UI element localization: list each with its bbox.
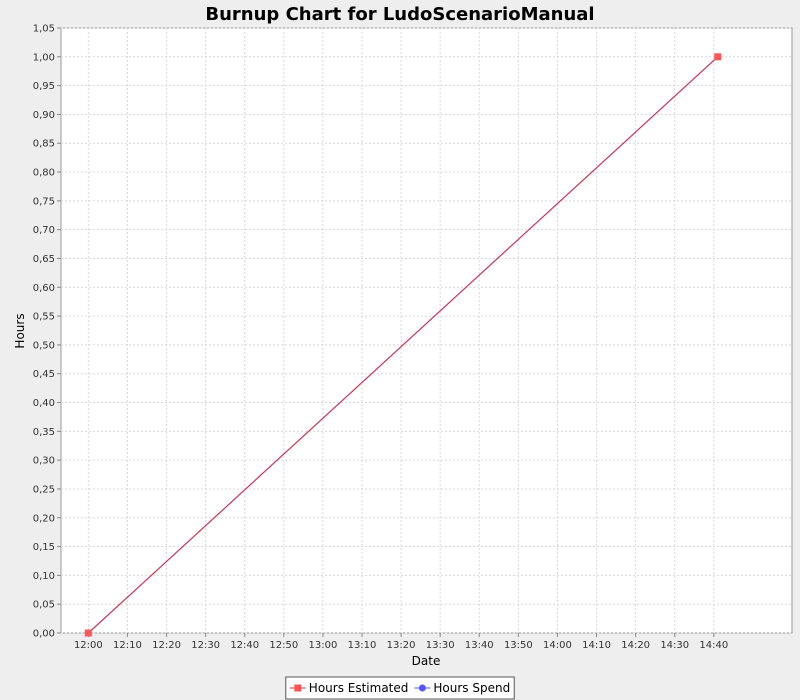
y-axis-ticks: 0,00 0,05 0,10 0,15 0,20 0,25 0,30 0,35 0,40 0,45…	[33, 24, 61, 640]
legend: Hours Estimated Hours Spend	[285, 676, 515, 700]
y-tick-label: 0,10	[33, 571, 55, 582]
data-point	[714, 53, 722, 61]
y-tick-label: 0,05	[33, 600, 55, 611]
x-tick-label: 13:00	[308, 640, 337, 651]
legend-circle-marker	[418, 684, 426, 692]
y-tick-label: 0,25	[33, 484, 55, 495]
x-tick-label: 13:20	[387, 640, 416, 651]
y-tick-label: 0,45	[33, 369, 55, 380]
y-axis-label: Hours	[13, 313, 27, 348]
x-tick-label: 13:30	[426, 640, 455, 651]
x-tick-label: 14:20	[621, 640, 650, 651]
x-tick-label: 14:30	[660, 640, 689, 651]
legend-square-marker	[294, 684, 302, 692]
y-tick-label: 1,00	[33, 52, 55, 63]
series-layer	[84, 53, 722, 637]
y-tick-label: 0,30	[33, 456, 55, 467]
legend-label: Hours Spend	[433, 681, 510, 695]
y-tick-label: 0,90	[33, 110, 55, 121]
plot-area	[60, 27, 793, 634]
y-tick-label: 0,50	[33, 340, 55, 351]
legend-item: Hours Estimated	[289, 681, 409, 695]
y-tick-label: 0,60	[33, 283, 55, 294]
grid-lines	[61, 27, 792, 634]
x-tick-label: 12:50	[269, 640, 298, 651]
x-tick-label: 14:40	[699, 640, 728, 651]
y-tick-label: 0,85	[33, 139, 55, 150]
y-tick-label: 0,15	[33, 542, 55, 553]
x-tick-label: 12:00	[74, 640, 103, 651]
x-tick-label: 12:20	[152, 640, 181, 651]
y-tick-label: 0,70	[33, 225, 55, 236]
y-tick-label: 0,95	[33, 81, 55, 92]
y-tick-label: 0,75	[33, 196, 55, 207]
x-axis-ticks: 12:00 12:10 12:20 12:30 12:40 12:50 13:00 13:10…	[74, 633, 728, 651]
series-line-0	[87, 56, 719, 634]
x-tick-label: 13:10	[348, 640, 377, 651]
y-tick-label: 0,40	[33, 398, 55, 409]
x-tick-label: 14:00	[543, 640, 572, 651]
x-tick-label: 14:10	[582, 640, 611, 651]
x-axis-label: Date	[412, 654, 441, 668]
data-point	[84, 629, 92, 637]
legend-label: Hours Estimated	[309, 681, 409, 695]
chart-title: Burnup Chart for LudoScenarioManual	[205, 4, 594, 25]
y-tick-label: 1,05	[33, 24, 55, 35]
y-tick-label: 0,00	[33, 629, 55, 640]
y-tick-label: 0,65	[33, 254, 55, 265]
x-tick-label: 13:50	[504, 640, 533, 651]
legend-box	[285, 676, 515, 700]
x-tick-label: 13:40	[465, 640, 494, 651]
y-tick-label: 0,80	[33, 168, 55, 179]
x-tick-label: 12:10	[113, 640, 142, 651]
x-tick-label: 12:30	[191, 640, 220, 651]
y-tick-label: 0,55	[33, 312, 55, 323]
y-tick-label: 0,20	[33, 513, 55, 524]
y-tick-label: 0,35	[33, 427, 55, 438]
x-tick-label: 12:40	[230, 640, 259, 651]
legend-item: Hours Spend	[414, 681, 510, 695]
